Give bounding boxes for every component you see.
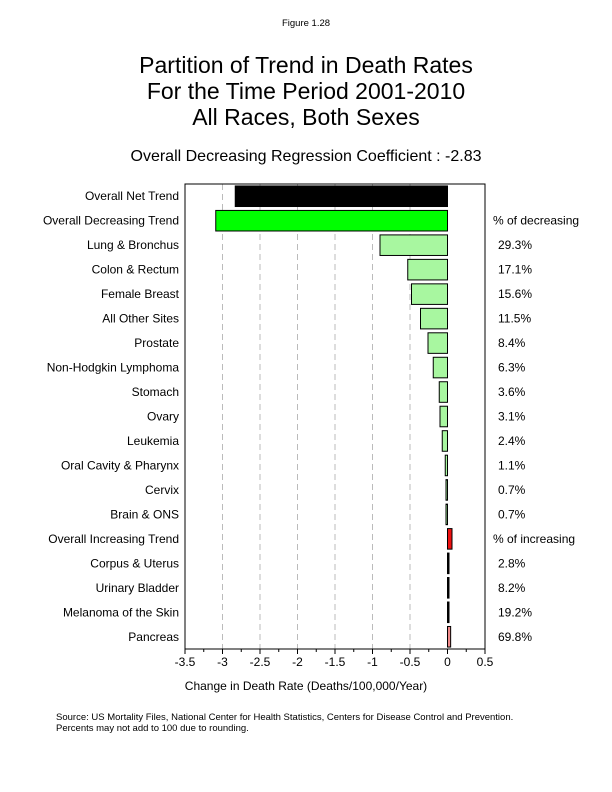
percent-label: 17.1% [498, 263, 532, 277]
percent-label: 1.1% [498, 458, 526, 472]
rounding-note: Percents may not add to 100 due to round… [56, 723, 249, 734]
chart-title: Partition of Trend in Death Rates For th… [0, 52, 612, 130]
category-label: Overall Net Trend [85, 189, 179, 203]
percent-label: 2.4% [498, 434, 526, 448]
chart-subtitle: Overall Decreasing Regression Coefficien… [130, 148, 482, 165]
x-tick-label: -1 [367, 655, 378, 669]
category-label: Ovary [147, 410, 179, 424]
category-label: Non-Hodgkin Lymphoma [47, 361, 180, 375]
bar [427, 332, 448, 354]
category-label: Melanoma of the Skin [63, 605, 179, 619]
percent-label: 3.1% [498, 410, 526, 424]
category-label: Oral Cavity & Pharynx [61, 458, 179, 472]
bar [447, 577, 450, 599]
title-line: Partition of Trend in Death Rates [139, 52, 473, 78]
x-tick-label: -3.5 [175, 655, 196, 669]
x-axis-label: Change in Death Rate (Deaths/100,000/Yea… [184, 679, 428, 693]
bar [407, 258, 448, 281]
percent-label: 0.7% [498, 507, 526, 521]
figure-label: Figure 1.28 [281, 18, 331, 29]
x-tick-label: -1.5 [325, 655, 346, 669]
title-line: For the Time Period 2001-2010 [146, 78, 466, 104]
title-line: All Races, Both Sexes [192, 104, 420, 130]
bar [447, 625, 452, 648]
column-header: % of increasing [493, 532, 575, 546]
bar [411, 283, 448, 305]
percent-label: 69.8% [498, 630, 532, 644]
x-tick-label: -2 [292, 655, 303, 669]
bar [432, 356, 448, 379]
bar [420, 307, 448, 330]
bar [215, 209, 448, 232]
category-label: Lung & Bronchus [87, 238, 179, 252]
column-header: % of decreasing [493, 214, 579, 228]
category-label: All Other Sites [102, 312, 179, 326]
bar [379, 234, 448, 256]
x-tick-label: -3 [217, 655, 228, 669]
x-tick-label: 0.5 [477, 655, 494, 669]
x-tick-label: 0 [444, 655, 451, 669]
percent-label: 8.4% [498, 336, 526, 350]
percent-label: 15.6% [498, 287, 532, 301]
bar [445, 479, 448, 501]
category-label: Pancreas [128, 630, 179, 644]
category-label: Stomach [132, 385, 179, 399]
bar [441, 430, 448, 452]
bar [438, 381, 448, 403]
plot-frame [184, 183, 486, 650]
x-tick-label: -0.5 [400, 655, 421, 669]
percent-label: 0.7% [498, 483, 526, 497]
category-label: Overall Increasing Trend [48, 532, 179, 546]
category-label: Colon & Rectum [92, 263, 179, 277]
source-note: Source: US Mortality Files, National Cen… [56, 712, 514, 723]
category-label: Urinary Bladder [96, 581, 179, 595]
percent-label: 29.3% [498, 238, 532, 252]
bar [234, 185, 448, 208]
category-label: Brain & ONS [110, 507, 179, 521]
bar [447, 552, 450, 575]
bar [444, 454, 448, 477]
bar [447, 528, 453, 550]
category-label: Prostate [134, 336, 179, 350]
bar [447, 601, 450, 624]
category-label: Corpus & Uterus [90, 556, 179, 570]
bar [439, 405, 448, 428]
percent-label: 2.8% [498, 556, 526, 570]
category-label: Cervix [145, 483, 179, 497]
percent-label: 6.3% [498, 361, 526, 375]
percent-label: 19.2% [498, 605, 532, 619]
percent-label: 8.2% [498, 581, 526, 595]
x-tick-label: -2.5 [250, 655, 271, 669]
bar [445, 503, 448, 526]
percent-label: 11.5% [498, 312, 531, 326]
percent-label: 3.6% [498, 385, 526, 399]
category-label: Leukemia [127, 434, 179, 448]
category-label: Overall Decreasing Trend [43, 214, 179, 228]
category-label: Female Breast [101, 287, 180, 301]
